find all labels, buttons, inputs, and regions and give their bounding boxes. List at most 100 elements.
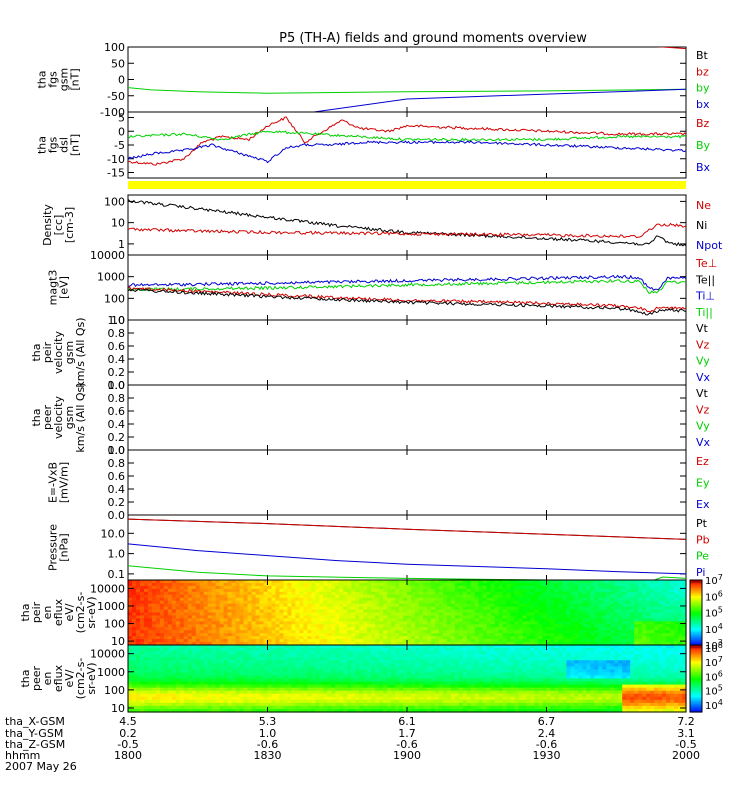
- ytick-label: 10: [111, 635, 125, 648]
- heatmap-cell: [215, 699, 221, 704]
- heatmap-cell: [287, 654, 293, 658]
- heatmap-cell: [642, 600, 647, 605]
- heatmap-cell: [139, 669, 145, 674]
- heatmap-cell: [207, 639, 213, 643]
- heatmap-cell: [351, 669, 356, 674]
- heatmap-cell: [490, 618, 496, 622]
- heatmap-cell: [211, 580, 217, 584]
- heatmap-cell: [175, 636, 181, 640]
- heatmap-cell: [566, 594, 572, 599]
- heatmap-cell: [139, 636, 145, 640]
- heatmap-cell: [410, 600, 416, 605]
- heatmap-cell: [155, 624, 161, 628]
- heatmap-cell: [279, 657, 285, 661]
- heatmap-cell: [550, 636, 556, 640]
- heatmap-cell: [403, 597, 408, 602]
- heatmap-cell: [167, 594, 173, 599]
- heatmap-cell: [219, 642, 225, 646]
- heatmap-cell: [387, 609, 392, 614]
- heatmap-cell: [682, 597, 687, 602]
- heatmap-cell: [502, 636, 508, 640]
- heatmap-cell: [263, 600, 269, 605]
- heatmap-cell: [387, 651, 392, 655]
- heatmap-cell: [263, 609, 269, 614]
- heatmap-cell: [271, 699, 277, 704]
- heatmap-cell: [510, 609, 516, 614]
- heatmap-cell: [135, 627, 141, 631]
- heatmap-cell: [291, 702, 296, 707]
- heatmap-cell: [235, 630, 241, 634]
- heatmap-cell: [151, 612, 157, 617]
- legend-bz: bz: [696, 65, 709, 78]
- heatmap-cell: [151, 684, 157, 689]
- heatmap-cell: [135, 597, 141, 602]
- heatmap-cell: [291, 708, 296, 713]
- heatmap-cell: [550, 585, 556, 590]
- heatmap-cell: [387, 624, 392, 628]
- heatmap-cell: [163, 705, 169, 710]
- heatmap-cell: [183, 612, 189, 617]
- heatmap-cell: [287, 633, 293, 637]
- heatmap-cell: [167, 660, 173, 664]
- heatmap-cell: [271, 639, 277, 643]
- heatmap-cell: [159, 582, 165, 587]
- heatmap-cell: [514, 633, 520, 637]
- heatmap-cell: [271, 612, 277, 617]
- heatmap-cell: [299, 630, 304, 634]
- heatmap-cell: [438, 615, 444, 620]
- heatmap-cell: [674, 580, 679, 584]
- heatmap-cell: [403, 645, 408, 649]
- heatmap-cell: [478, 627, 484, 631]
- heatmap-cell: [355, 606, 360, 611]
- heatmap-cell: [147, 660, 153, 664]
- heatmap-cell: [518, 642, 524, 646]
- heatmap-cell: [383, 580, 388, 584]
- heatmap-cell: [570, 600, 575, 605]
- heatmap-cell: [323, 699, 328, 704]
- heatmap-cell: [295, 618, 300, 622]
- heatmap-cell: [502, 606, 508, 611]
- heatmap-cell: [163, 681, 169, 686]
- heatmap-cell: [650, 627, 655, 631]
- heatmap-cell: [267, 681, 273, 686]
- heatmap-cell: [267, 606, 273, 611]
- heatmap-cell: [670, 597, 675, 602]
- heatmap-cell: [287, 702, 293, 707]
- heatmap-cell: [299, 708, 304, 713]
- heatmap-cell: [418, 627, 424, 631]
- ytick-label: -100: [100, 106, 125, 119]
- heatmap-cell: [199, 669, 205, 674]
- heatmap-cell: [203, 591, 209, 596]
- heatmap-cell: [470, 636, 476, 640]
- heatmap-cell: [291, 594, 296, 599]
- heatmap-cell: [347, 651, 352, 655]
- heatmap-cell: [259, 696, 265, 701]
- heatmap-cell: [207, 672, 213, 677]
- heatmap-cell: [135, 660, 141, 664]
- heatmap-cell: [219, 693, 225, 698]
- heatmap-cell: [438, 594, 444, 599]
- heatmap-cell: [271, 642, 277, 646]
- heatmap-cell: [263, 588, 269, 593]
- heatmap-cell: [239, 708, 245, 713]
- heatmap-cell: [538, 600, 544, 605]
- heatmap-cell: [506, 642, 512, 646]
- heatmap-cell: [287, 684, 293, 689]
- heatmap-cell: [319, 678, 324, 683]
- heatmap-cell: [502, 627, 508, 631]
- heatmap-cell: [251, 639, 257, 643]
- heatmap-cell: [315, 609, 320, 614]
- heatmap-cell: [271, 600, 277, 605]
- heatmap-cell: [414, 636, 420, 640]
- legend-Ez: Ez: [696, 455, 709, 468]
- heatmap-cell: [367, 606, 372, 611]
- heatmap-cell: [598, 636, 603, 640]
- heatmap-cell: [275, 666, 281, 670]
- heatmap-cell: [670, 630, 675, 634]
- heatmap-cell: [383, 642, 388, 646]
- heatmap-cell: [383, 690, 388, 695]
- heatmap-cell: [235, 600, 241, 605]
- heatmap-cell: [582, 580, 587, 584]
- heatmap-cell: [403, 606, 408, 611]
- heatmap-cell: [247, 678, 253, 683]
